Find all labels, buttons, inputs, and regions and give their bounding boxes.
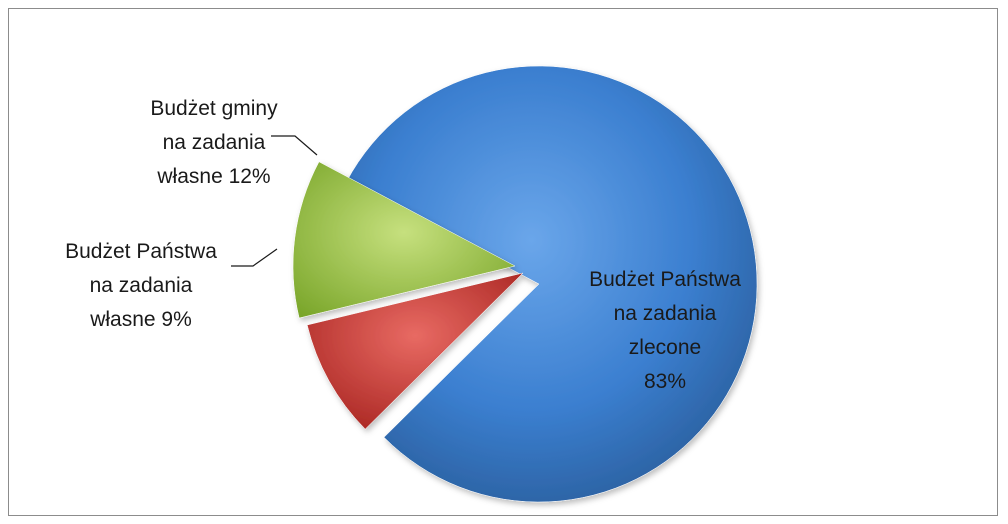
label-gminy-wlasne: Budżet gminy na zadania własne 12%	[150, 97, 278, 188]
label-line: Budżet Państwa	[589, 268, 741, 291]
label-line: Budżet gminy	[150, 97, 278, 120]
chart-frame: Budżet Państwa na zadania zlecone 83% Budżet…	[8, 8, 998, 516]
slice-panstwa-wlasne	[306, 272, 524, 430]
label-panstwa-wlasne: Budżet Państwa na zadania własne 9%	[65, 240, 217, 331]
slice-zadania-zlecone	[346, 65, 758, 503]
leader-gminy-wlasne	[271, 135, 318, 156]
leader-panstwa-wlasne	[231, 248, 278, 267]
label-line: własne 12%	[156, 165, 270, 188]
label-line: na zadania	[163, 131, 266, 154]
label-line: na zadania	[614, 302, 717, 325]
label-line: na zadania	[90, 274, 193, 297]
pie-chart: Budżet Państwa na zadania zlecone 83%Budżet…	[65, 65, 758, 503]
label-line: własne 9%	[89, 308, 192, 331]
label-zadania-zlecone: Budżet Państwa na zadania zlecone 83%	[589, 268, 741, 393]
label-line: 83%	[644, 370, 686, 393]
label-line: zlecone	[629, 336, 701, 359]
label-line: Budżet Państwa	[65, 240, 217, 263]
slice-gminy-wlasne	[292, 161, 516, 319]
